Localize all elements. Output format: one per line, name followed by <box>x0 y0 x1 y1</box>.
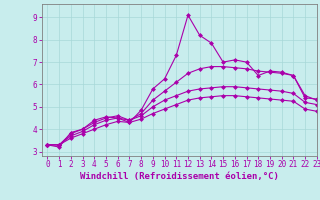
X-axis label: Windchill (Refroidissement éolien,°C): Windchill (Refroidissement éolien,°C) <box>80 172 279 181</box>
